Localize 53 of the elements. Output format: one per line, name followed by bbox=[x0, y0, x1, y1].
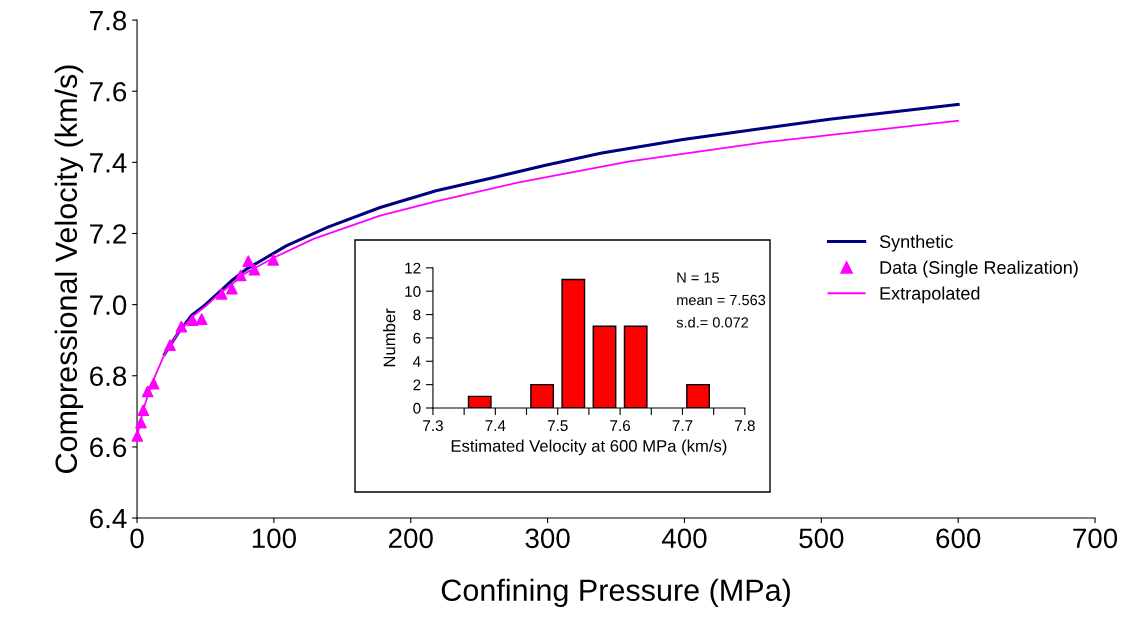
x-tick-label: 0 bbox=[130, 528, 144, 549]
y-tick-label: 12 bbox=[405, 262, 421, 274]
x-axis-title: Confining Pressure (MPa) bbox=[441, 578, 790, 608]
x-axis-title: Estimated Velocity at 600 MPa (km/s) bbox=[451, 439, 727, 456]
point bbox=[186, 314, 199, 327]
annotation: N = 15 bbox=[677, 272, 719, 283]
y-tick-label: 8 bbox=[413, 309, 421, 321]
y-axis-title: Number bbox=[383, 308, 396, 367]
y-tick-label: 7.6 bbox=[90, 81, 127, 102]
point bbox=[164, 339, 176, 352]
y-tick-label: 7.2 bbox=[90, 224, 126, 244]
x-tick-label: 300 bbox=[525, 528, 570, 549]
point bbox=[131, 430, 144, 442]
x-tick-label: 7.8 bbox=[735, 420, 755, 432]
y-tick-label: 6.6 bbox=[90, 437, 127, 458]
y-tick-label: 10 bbox=[405, 286, 421, 297]
point bbox=[141, 385, 154, 398]
x-tick-label: 700 bbox=[1073, 528, 1118, 549]
annotation: s.d.= 0.072 bbox=[676, 316, 749, 328]
point bbox=[135, 416, 147, 429]
y-tick-label: 6.8 bbox=[90, 366, 127, 387]
legend-label: Extrapolated bbox=[880, 286, 980, 304]
x-tick-label: 7.6 bbox=[610, 420, 631, 432]
point bbox=[147, 377, 160, 390]
y-tick-label: 0 bbox=[413, 402, 421, 414]
point bbox=[137, 404, 150, 417]
point bbox=[234, 269, 247, 282]
point bbox=[242, 255, 255, 268]
y-tick-label: 4 bbox=[413, 356, 421, 367]
point bbox=[215, 288, 228, 300]
point bbox=[267, 253, 280, 266]
x-tick-label: 7.3 bbox=[423, 420, 443, 432]
x-tick-label: 7.7 bbox=[672, 420, 693, 431]
x-tick-label: 200 bbox=[388, 528, 433, 549]
y-tick-label: 6 bbox=[413, 332, 421, 344]
annotation: mean = 7.563 bbox=[677, 294, 766, 306]
y-tick-label: 7.8 bbox=[90, 10, 127, 31]
x-tick-label: 400 bbox=[661, 528, 707, 549]
x-tick-label: 7.5 bbox=[547, 420, 568, 432]
x-tick-label: 100 bbox=[252, 528, 296, 549]
x-tick-label: 7.4 bbox=[485, 420, 506, 431]
point bbox=[226, 282, 238, 295]
legend-label: Data (Single Realization) bbox=[880, 260, 1078, 278]
y-axis-title: Compressional Velocity (km/s) bbox=[54, 65, 84, 473]
x-tick-label: 600 bbox=[936, 528, 981, 549]
y-tick-label: 7.0 bbox=[90, 295, 127, 315]
y-tick-label: 7.4 bbox=[90, 153, 127, 173]
point bbox=[175, 320, 188, 333]
legend-label: Synthetic bbox=[879, 234, 953, 252]
y-tick-label: 6.4 bbox=[90, 508, 127, 529]
y-tick-label: 2 bbox=[413, 379, 421, 391]
point bbox=[248, 263, 261, 276]
x-tick-label: 500 bbox=[799, 528, 844, 549]
